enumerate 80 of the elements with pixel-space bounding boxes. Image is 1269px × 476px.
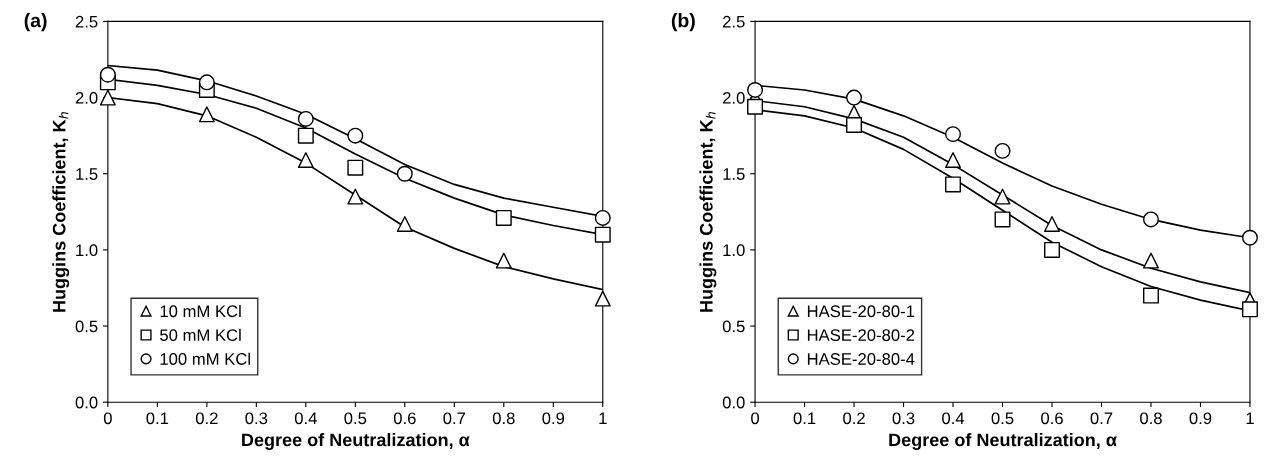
y-tick-label: 0.5 xyxy=(722,320,745,333)
point xyxy=(1044,241,1060,258)
x-tick-label: 0.7 xyxy=(443,412,466,425)
legend-label: 50 mM KCl xyxy=(160,328,241,342)
x-tick-label: 0.9 xyxy=(1189,412,1212,425)
point xyxy=(594,226,611,243)
x-tick-label: 0.4 xyxy=(294,412,317,425)
point xyxy=(198,106,215,123)
point xyxy=(1143,211,1159,228)
point xyxy=(99,66,116,83)
point xyxy=(846,89,863,106)
x-tick-label: 0 xyxy=(751,412,760,425)
point xyxy=(994,211,1011,228)
x-tick-label: 1 xyxy=(599,412,607,425)
x-tick-label: 0.9 xyxy=(542,412,565,425)
y-tick-label: 0.0 xyxy=(722,396,745,409)
point xyxy=(945,126,961,143)
y-tick-label: 1.5 xyxy=(76,168,98,180)
x-tick-label: 0.3 xyxy=(892,412,915,425)
point xyxy=(945,176,961,193)
point xyxy=(396,165,413,182)
chart-title: (a) xyxy=(24,13,47,32)
x-tick-label: 0.5 xyxy=(991,412,1014,425)
point xyxy=(495,252,512,269)
point xyxy=(1241,229,1258,246)
y-axis-title: Huggins Coefficient, K$_{h}$ xyxy=(699,112,717,312)
point xyxy=(297,127,314,144)
y-tick-label: 1.0 xyxy=(723,244,745,257)
legend-label: 100 mM KCl xyxy=(160,352,250,365)
point xyxy=(99,89,116,106)
x-tick-label: 0.7 xyxy=(1090,412,1113,425)
x-tick-label: 0.3 xyxy=(245,412,268,425)
point xyxy=(347,188,364,205)
point xyxy=(396,216,413,232)
x-tick-label: 0.8 xyxy=(492,412,515,425)
y-tick-label: 2.5 xyxy=(723,15,745,28)
point xyxy=(1143,252,1159,269)
point xyxy=(198,74,215,91)
point xyxy=(747,98,764,115)
x-tick-label: 0.2 xyxy=(195,412,218,425)
x-tick-label: 0.8 xyxy=(1140,412,1162,425)
point xyxy=(945,152,961,169)
x-axis-title: Degree of Neutralization, α xyxy=(889,433,1117,450)
point xyxy=(747,81,764,98)
point xyxy=(1044,216,1060,232)
point xyxy=(495,209,512,226)
legend-label: HASE-20-80-1 xyxy=(807,305,915,318)
legend-label: HASE-20-80-4 xyxy=(807,353,915,365)
point xyxy=(347,159,364,176)
point xyxy=(994,142,1011,159)
y-tick-label: 0.0 xyxy=(75,396,98,409)
y-tick-label: 0.5 xyxy=(75,320,98,333)
y-tick-label: 2.0 xyxy=(75,91,98,104)
x-tick-label: 0.6 xyxy=(1041,412,1063,425)
x-tick-label: 0.5 xyxy=(344,412,367,425)
x-tick-label: 0 xyxy=(103,412,112,425)
point xyxy=(297,110,314,127)
x-tick-label: 1 xyxy=(1246,412,1254,425)
legend-label: 10 mM KCl xyxy=(160,304,241,318)
chart-title: (b) xyxy=(671,13,695,32)
y-axis-title: Huggins Coefficient, K$_{h}$ xyxy=(52,112,70,312)
x-tick-label: 0.4 xyxy=(942,412,965,425)
y-tick-label: 1.0 xyxy=(76,244,98,257)
point xyxy=(994,188,1011,205)
point xyxy=(297,152,314,169)
point xyxy=(594,209,611,226)
x-tick-label: 0.6 xyxy=(393,412,416,425)
x-tick-label: 0.2 xyxy=(843,412,865,425)
y-tick-label: 2.0 xyxy=(723,91,745,104)
point xyxy=(594,290,611,307)
y-tick-label: 1.5 xyxy=(723,168,745,180)
x-axis-title: Degree of Neutralization, α xyxy=(242,433,470,450)
point xyxy=(846,117,863,133)
legend-label: HASE-20-80-2 xyxy=(807,329,915,342)
x-tick-label: 0.1 xyxy=(793,412,816,425)
x-tick-label: 0.1 xyxy=(146,412,169,425)
point xyxy=(1241,301,1258,318)
y-tick-label: 2.5 xyxy=(75,15,98,28)
point xyxy=(1143,287,1159,304)
point xyxy=(347,127,364,144)
